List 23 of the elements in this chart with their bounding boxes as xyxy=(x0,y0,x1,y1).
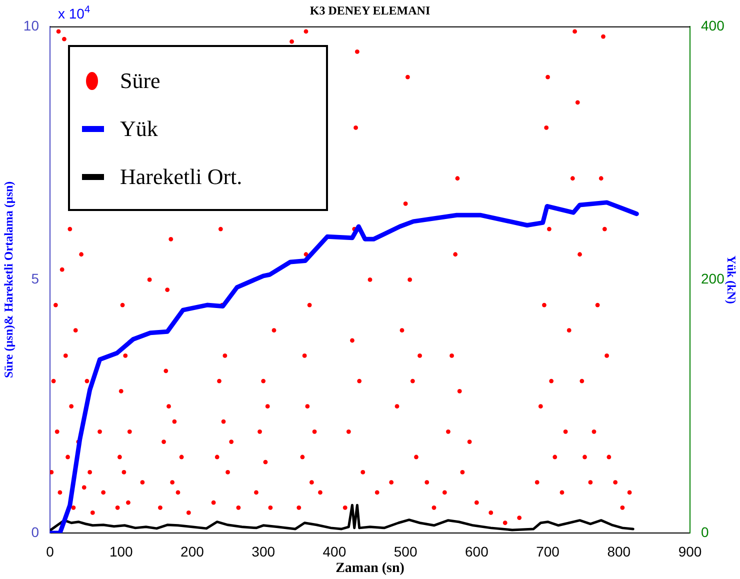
y-tick-label: 5 xyxy=(31,270,40,287)
y-axis-title: Süre (µsn)& Hareketli Ortalama (µsn) xyxy=(1,181,16,378)
x-tick-label: 100 xyxy=(109,543,134,560)
x-tick-label: 0 xyxy=(46,543,54,560)
y2-tick-label: 0 xyxy=(701,524,709,540)
x-tick-label: 800 xyxy=(607,543,631,560)
legend-label: Hareketli Ort. xyxy=(120,164,242,190)
x-axis-title: Zaman (sn) xyxy=(336,561,405,576)
y-tick-label: 0 xyxy=(31,524,40,540)
y2-tick-label: 200 xyxy=(701,270,725,287)
chart-title: K3 DENEY ELEMANI xyxy=(310,3,430,18)
x-tick-label: 900 xyxy=(678,543,702,560)
x-tick-label: 600 xyxy=(464,543,489,560)
x-tick-label: 700 xyxy=(536,543,560,560)
y2-tick-label: 400 xyxy=(701,17,725,34)
x-tick-label: 200 xyxy=(180,543,204,560)
legend-label: Yük xyxy=(120,116,158,142)
legend-label: Süre xyxy=(120,68,160,94)
x-tick-label: 400 xyxy=(322,543,346,560)
x-tick-label: 300 xyxy=(252,543,276,560)
y2-axis-title: Yük (kN) xyxy=(724,256,739,304)
x-tick-label: 500 xyxy=(394,543,418,560)
y-tick-label: 10 xyxy=(23,17,40,34)
